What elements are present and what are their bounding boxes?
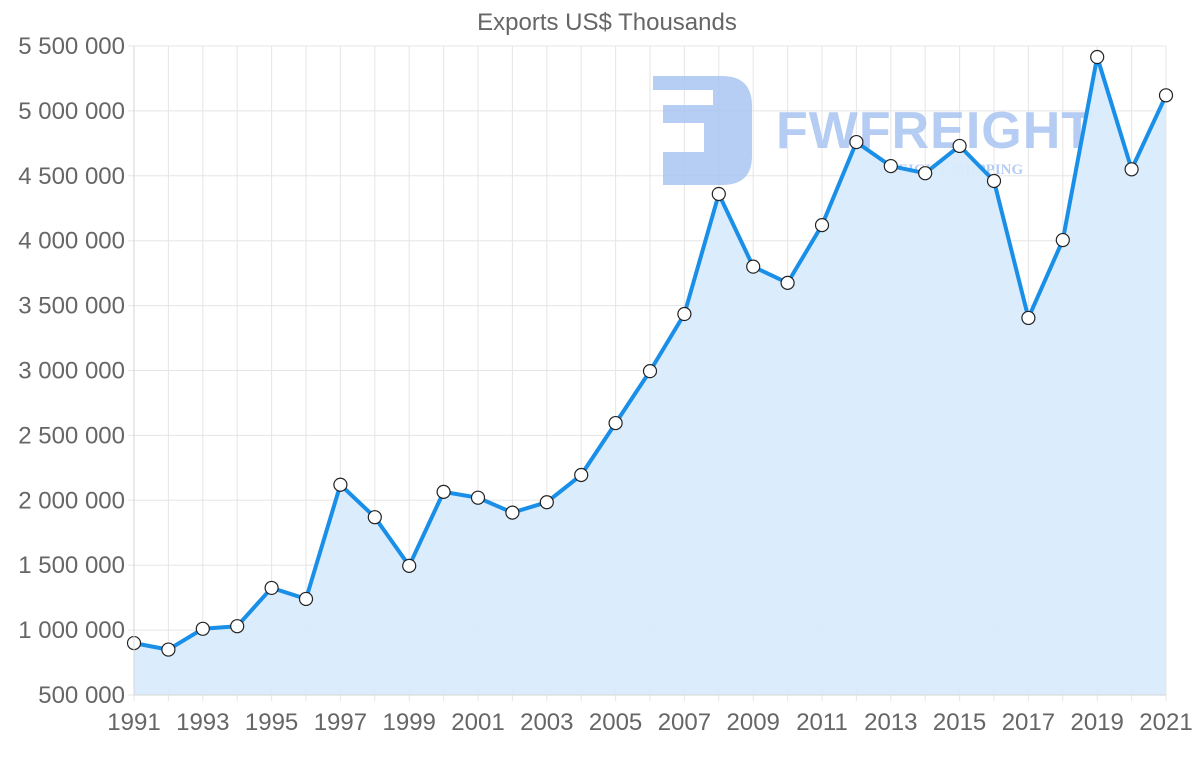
chart-title: Exports US$ Thousands (477, 9, 737, 36)
x-axis-tick-labels: 1991 1993 1995 1997 1999 2001 2003 2005 2007 2009… (107, 709, 1192, 736)
x-tick-label: 2009 (727, 709, 780, 736)
data-point-2019[interactable] (1090, 49, 1105, 65)
data-point-2008[interactable] (711, 186, 726, 202)
data-point-2010[interactable] (780, 275, 795, 290)
y-axis-tick-labels: 500 000 1 000 000 1 500 000 2 000 000 2 500 … (18, 33, 125, 709)
data-point-2013[interactable] (883, 158, 898, 174)
y-tick-label: 1 000 000 (18, 617, 125, 644)
y-tick-label: 5 500 000 (18, 33, 125, 60)
y-tick-label: 4 500 000 (18, 163, 125, 190)
y-tick-label: 2 000 000 (18, 487, 125, 514)
data-point-2017[interactable] (1021, 310, 1036, 326)
y-tick-label: 2 500 000 (18, 422, 125, 449)
x-tick-label: 2015 (933, 709, 986, 736)
x-tick-label: 2011 (796, 709, 848, 736)
data-point-2002[interactable] (505, 505, 520, 520)
data-point-2009[interactable] (746, 259, 761, 274)
data-point-2007[interactable] (677, 306, 692, 322)
data-point-2015[interactable] (952, 138, 967, 154)
x-tick-label: 1993 (176, 709, 229, 736)
data-point-2011[interactable] (814, 218, 830, 233)
data-point-1997[interactable] (333, 477, 348, 492)
data-markers (126, 49, 1174, 657)
y-tick-label: 3 500 000 (18, 293, 125, 320)
axes (133, 46, 1166, 696)
x-tick-label: 2003 (520, 709, 573, 736)
y-tick-label: 500 000 (38, 682, 125, 709)
y-tick-label: 4 000 000 (18, 228, 125, 255)
x-tick-label: 1995 (245, 709, 298, 736)
data-point-2006[interactable] (642, 364, 658, 379)
data-point-2000[interactable] (436, 484, 451, 499)
data-point-1995[interactable] (264, 580, 279, 596)
x-tick-label: 2005 (589, 709, 642, 736)
data-point-2005[interactable] (608, 415, 623, 431)
x-tick-label: 2017 (1002, 709, 1055, 736)
watermark-brand: FWFREIGHT (776, 102, 1094, 160)
data-point-1999[interactable] (402, 558, 417, 573)
data-point-1996[interactable] (298, 591, 314, 607)
data-point-1998[interactable] (367, 510, 382, 525)
x-tick-label: 2019 (1071, 709, 1124, 736)
x-tick-label: 2013 (864, 709, 917, 736)
data-point-2001[interactable] (470, 490, 486, 505)
y-tick-label: 1 500 000 (18, 552, 125, 579)
x-tick-label: 1999 (383, 709, 436, 736)
data-point-2003[interactable] (539, 495, 554, 510)
data-point-2016[interactable] (986, 173, 1002, 189)
data-point-1994[interactable] (230, 619, 245, 634)
data-point-2018[interactable] (1055, 232, 1070, 248)
x-tick-label: 2021 (1139, 709, 1192, 736)
data-point-2020[interactable] (1124, 162, 1139, 177)
x-tick-label: 1997 (314, 709, 367, 736)
data-point-1992[interactable] (161, 642, 176, 657)
x-tick-label: 2007 (658, 709, 711, 736)
x-tick-label: 1991 (107, 709, 160, 736)
x-tick-label: 2001 (451, 709, 504, 736)
data-point-2004[interactable] (574, 467, 589, 483)
watermark-logo: FWFREIGHT FREIGHT SHIPPING (653, 76, 1094, 185)
data-point-2021[interactable] (1158, 88, 1174, 103)
fwfreight-logo-icon (653, 76, 752, 185)
data-point-2014[interactable] (918, 166, 933, 181)
data-point-1993[interactable] (195, 621, 210, 636)
data-point-2012[interactable] (849, 134, 864, 150)
y-tick-label: 5 000 000 (18, 98, 125, 125)
y-tick-label: 3 000 000 (18, 358, 125, 385)
